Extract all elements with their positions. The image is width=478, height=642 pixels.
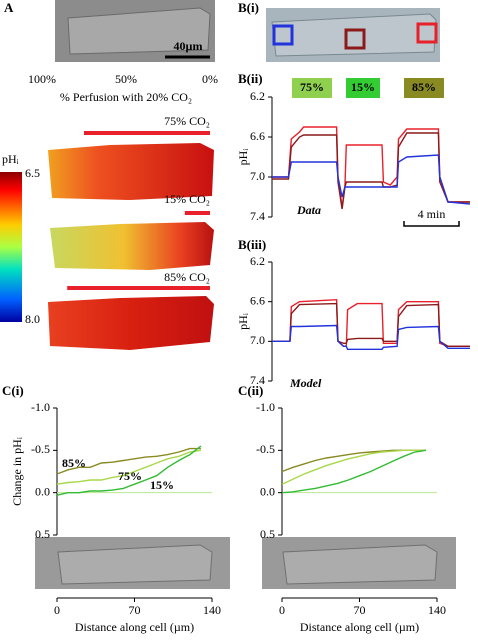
series-label: 85%	[62, 456, 86, 470]
annotation: Model	[289, 376, 322, 390]
cell-outline	[271, 13, 437, 57]
y-tick-label: 6.2	[250, 254, 265, 268]
condition-label: 85%	[412, 80, 436, 94]
condition-label: 75%	[300, 80, 324, 94]
perfusion-bar	[184, 211, 210, 215]
x-tick-label: 70	[354, 603, 366, 617]
trace	[272, 302, 470, 347]
colorbar-tick-label: 8.0	[25, 312, 40, 326]
perfusion-bar	[67, 286, 210, 290]
annotation: Data	[296, 203, 321, 217]
condition-label: 15%	[351, 80, 375, 94]
x-tick-label: 50%	[115, 72, 137, 86]
perfusion-label: 15% CO₂	[164, 192, 210, 206]
x-axis-label: % Perfusion with 20% CO₂	[60, 90, 192, 104]
series-label: 75%	[118, 469, 142, 483]
y-tick-label: 7.0	[250, 333, 265, 347]
condition-box	[346, 78, 380, 98]
y-tick-label: -1.0	[256, 400, 275, 414]
trace	[56, 449, 202, 485]
scale-bar-label: 40µm	[174, 39, 203, 53]
y-tick-label: 6.2	[250, 89, 265, 103]
region-marker	[344, 28, 366, 50]
x-tick-label: 0	[279, 603, 285, 617]
colorbar	[0, 172, 22, 322]
panel-label: B(iii)	[238, 237, 266, 252]
panel-label: A	[4, 0, 14, 15]
y-axis-label: pHᵢ	[236, 313, 250, 330]
y-tick-label: 0.0	[260, 484, 275, 498]
cell-outline	[282, 544, 438, 585]
trace	[281, 449, 426, 485]
trace	[281, 449, 426, 473]
panel-label: C(i)	[2, 383, 24, 398]
perfusion-label: 75% CO₂	[164, 114, 210, 128]
y-tick-label: 7.0	[250, 169, 265, 183]
y-axis-label: Change in pHᵢ	[10, 437, 24, 506]
colorbar-tick-label: 6.5	[25, 166, 40, 180]
y-tick-label: 6.6	[250, 293, 265, 307]
y-tick-label: 7.4	[250, 373, 265, 387]
y-tick-label: -0.5	[256, 442, 275, 456]
x-tick-label: 140	[428, 603, 446, 617]
x-axis-label: Distance along cell (µm)	[300, 620, 419, 634]
trace	[56, 445, 202, 496]
y-tick-label: 6.6	[250, 129, 265, 143]
panel-label: B(ii)	[238, 71, 263, 86]
time-scale-label: 4 min	[418, 207, 446, 221]
y-tick-label: -1.0	[31, 400, 50, 414]
condition-box	[292, 78, 332, 98]
colorbar-label: pHᵢ	[2, 152, 19, 166]
time-scale-bar	[403, 221, 460, 227]
x-tick-label: 100%	[28, 72, 56, 86]
region-marker	[416, 22, 438, 44]
y-tick-label: -0.5	[31, 442, 50, 456]
x-tick-label: 140	[203, 603, 221, 617]
trace	[272, 324, 470, 350]
heat-map	[50, 222, 214, 270]
x-axis-label: Distance along cell (µm)	[75, 620, 194, 634]
perfusion-bar	[84, 131, 210, 135]
cell-outline	[67, 7, 211, 55]
y-tick-label: 0.5	[35, 527, 50, 541]
series-label: 15%	[150, 478, 174, 492]
y-axis-label: pHᵢ	[236, 149, 250, 166]
trace	[272, 132, 470, 210]
y-tick-label: 0.0	[35, 484, 50, 498]
panel-label: C(ii)	[238, 383, 263, 398]
region-marker	[272, 24, 294, 46]
trace	[281, 449, 427, 494]
trace	[56, 447, 201, 475]
x-tick-label: 0	[54, 603, 60, 617]
y-tick-label: 7.4	[250, 209, 265, 223]
trace	[272, 126, 470, 208]
heat-map	[48, 296, 214, 350]
x-tick-label: 70	[129, 603, 141, 617]
cell-outline	[57, 544, 213, 585]
trace	[272, 154, 471, 205]
trace	[272, 298, 470, 347]
perfusion-label: 85% CO₂	[164, 270, 210, 284]
y-tick-label: 0.5	[260, 527, 275, 541]
heat-map	[48, 143, 214, 200]
condition-box	[404, 78, 444, 98]
panel-label: B(i)	[238, 0, 259, 15]
x-tick-label: 0%	[202, 72, 218, 86]
